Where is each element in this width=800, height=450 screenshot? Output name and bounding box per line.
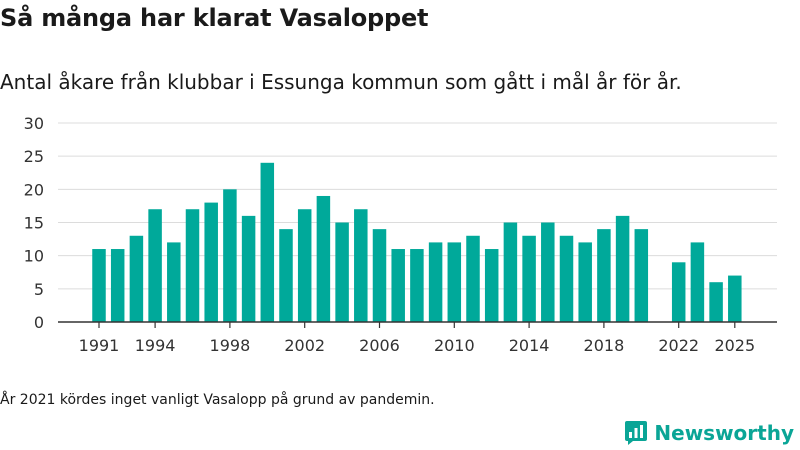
- bar-2011: [466, 235, 480, 322]
- y-tick-label: 10: [24, 247, 44, 266]
- bar-2022: [671, 262, 686, 322]
- chart-subtitle: Antal åkare från klubbar i Essunga kommu…: [0, 70, 682, 94]
- chart-title: Så många har klarat Vasaloppet: [0, 4, 429, 32]
- x-tick-label: 2014: [509, 336, 550, 355]
- bar-1999: [241, 215, 256, 322]
- bar-2018: [597, 229, 611, 322]
- bar-2006: [372, 229, 387, 322]
- bar-2000: [260, 162, 275, 322]
- y-tick-label: 20: [24, 180, 44, 199]
- x-tick-label: 2002: [284, 336, 325, 355]
- bar-2012: [484, 249, 499, 322]
- bar-2020: [634, 229, 649, 322]
- newsworthy-logo-icon: [625, 421, 648, 445]
- x-tick-label: 2006: [359, 336, 400, 355]
- y-tick-label: 0: [34, 313, 44, 332]
- y-tick-label: 15: [24, 214, 44, 233]
- bar-2002: [297, 209, 312, 322]
- bar-2004: [335, 222, 349, 322]
- bar-2024: [709, 282, 723, 322]
- bar-2009: [428, 242, 443, 322]
- bar-2010: [447, 242, 462, 322]
- x-tick-label: 2010: [434, 336, 475, 355]
- bar-2001: [279, 229, 293, 322]
- bar-2016: [559, 235, 574, 322]
- y-tick-label: 30: [24, 114, 44, 133]
- bar-1995: [167, 242, 181, 322]
- bar-2007: [391, 249, 405, 322]
- bar-1991: [92, 249, 106, 322]
- bar-1998: [223, 189, 237, 322]
- bar-2025: [728, 275, 742, 322]
- x-tick-label: 1994: [135, 336, 176, 355]
- footnote: År 2021 kördes inget vanligt Vasalopp på…: [0, 392, 435, 408]
- bar-1993: [129, 235, 144, 322]
- x-tick-label: 2022: [658, 336, 699, 355]
- bar-2008: [410, 249, 424, 322]
- bar-2014: [522, 235, 536, 322]
- x-tick-label: 2018: [584, 336, 625, 355]
- bar-1996: [185, 209, 200, 322]
- brand-logo: Newsworthy: [624, 420, 794, 446]
- x-tick-label: 1991: [79, 336, 120, 355]
- bar-2013: [503, 222, 518, 322]
- y-axis-ticks: 0 5 10 15 20 25 30: [24, 114, 44, 332]
- bar-2005: [354, 209, 368, 322]
- bar-1992: [110, 249, 125, 322]
- brand-name: Newsworthy: [654, 421, 794, 445]
- bar-2003: [316, 195, 331, 322]
- x-tick-label: 1998: [210, 336, 251, 355]
- bar-2017: [578, 242, 592, 322]
- bar-2019: [615, 215, 630, 322]
- bar-2015: [541, 222, 555, 322]
- y-tick-label: 25: [24, 147, 44, 166]
- bar-1994: [148, 209, 162, 322]
- bar-2023: [690, 242, 705, 322]
- bars: [92, 162, 742, 322]
- x-tick-label: 2025: [714, 336, 755, 355]
- y-tick-label: 5: [34, 280, 44, 299]
- x-axis-ticks: 1991 1994 1998 2002 2006 2010 2014 2018 2022 2025: [79, 322, 755, 355]
- bar-1997: [204, 202, 218, 322]
